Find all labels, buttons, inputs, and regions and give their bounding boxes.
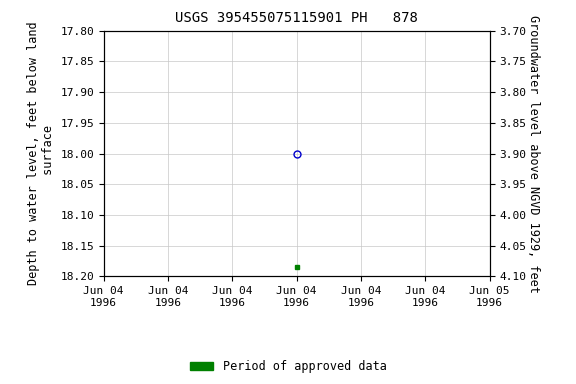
Title: USGS 395455075115901 PH   878: USGS 395455075115901 PH 878 — [175, 12, 418, 25]
Y-axis label: Groundwater level above NGVD 1929, feet: Groundwater level above NGVD 1929, feet — [527, 15, 540, 293]
Y-axis label: Depth to water level, feet below land
 surface: Depth to water level, feet below land su… — [26, 22, 55, 285]
Legend: Period of approved data: Period of approved data — [185, 356, 391, 378]
